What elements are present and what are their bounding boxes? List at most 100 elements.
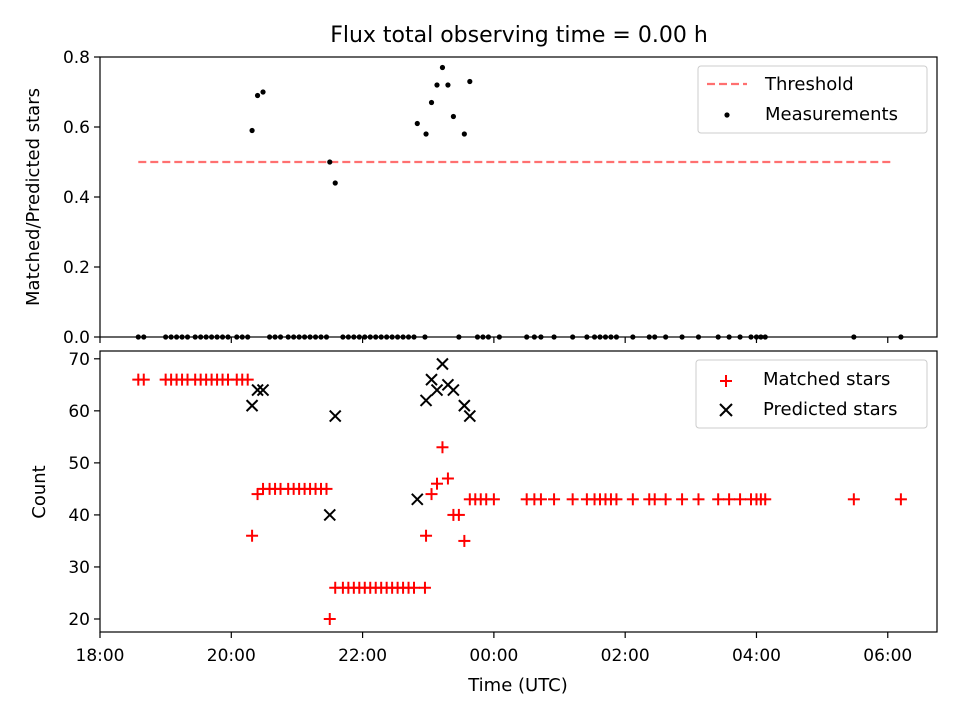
matched-star-point (626, 493, 639, 506)
predicted-star-point (425, 373, 438, 386)
measurement-point (570, 334, 576, 340)
matched-star-point (323, 612, 336, 625)
matched-star-point (430, 477, 443, 490)
measurement-point (485, 334, 492, 340)
measurement-point (630, 334, 636, 340)
matched-star-point (441, 472, 454, 485)
matched-star-point (676, 493, 689, 506)
matched-star-point (734, 493, 747, 506)
legend-predicted-swatch (719, 403, 733, 417)
x-tick-label: 04:00 (732, 646, 781, 666)
measurement-point (168, 334, 174, 340)
x-tick-label: 06:00 (863, 646, 912, 666)
measurement-point (456, 334, 462, 340)
matched-star-point (420, 529, 433, 542)
x-tick-label: 20:00 (207, 646, 256, 666)
measurement-point (422, 334, 428, 340)
y-tick-label: 0.2 (63, 258, 90, 278)
measurement-point (203, 334, 209, 340)
measurement-point (480, 334, 486, 340)
measurement-point (318, 334, 324, 340)
measurement-point (584, 334, 590, 340)
measurement-point (411, 334, 417, 340)
measurement-point (266, 334, 273, 340)
measurement-point (400, 334, 406, 340)
measurement-point (496, 334, 502, 340)
matched-star-point (320, 482, 333, 495)
measurement-point (663, 334, 669, 340)
x-tick-label: 22:00 (338, 646, 387, 666)
matched-star-point (566, 493, 579, 506)
predicted-star-point (463, 409, 477, 423)
measurement-point (646, 334, 652, 340)
measurement-point (291, 334, 297, 340)
measurement-point (362, 334, 368, 340)
measurement-point (234, 334, 240, 340)
bottom-x-axis: 18:00 20:00 22:00 00:00 02:00 04:00 06:00 (76, 632, 912, 666)
measurement-point (715, 334, 721, 340)
measurement-point (332, 180, 338, 186)
measurement-point (307, 334, 313, 340)
measurements-series (135, 64, 904, 340)
measurement-point (340, 334, 346, 340)
measurement-point (450, 113, 456, 120)
measurement-point (351, 334, 357, 340)
predicted-star-point (419, 394, 433, 407)
matched-star-point (659, 493, 672, 506)
matched-star-point (487, 493, 500, 506)
matched-star-point (452, 508, 465, 521)
measurement-point (695, 334, 702, 340)
predicted-star-point (411, 493, 424, 506)
measurement-point (758, 334, 764, 340)
predicted-star-point (251, 383, 264, 397)
predicted-star-point (436, 357, 449, 371)
measurement-point (679, 334, 685, 340)
measurement-point (260, 89, 266, 95)
matched-star-point (418, 581, 431, 594)
legend-predicted-label: Predicted stars (763, 399, 897, 420)
matched-star-point (723, 493, 736, 506)
top-y-axis: 0.0 0.2 0.4 0.6 0.8 (63, 48, 100, 348)
measurement-point (753, 334, 760, 340)
matched-stars-series (132, 373, 907, 625)
measurement-point (467, 78, 473, 85)
predicted-star-point (256, 383, 270, 397)
legend-measurements-label: Measurements (765, 104, 898, 125)
predicted-star-point (329, 409, 342, 423)
predicted-star-point (447, 383, 460, 397)
measurement-point (748, 334, 754, 340)
measurement-point (591, 334, 598, 340)
x-tick-label: 00:00 (469, 646, 518, 666)
measurement-point (198, 334, 204, 340)
measurement-point (312, 334, 319, 340)
y-tick-label: 60 (68, 402, 90, 422)
matched-star-point (246, 529, 259, 542)
measurement-point (249, 127, 255, 134)
measurement-point (135, 334, 141, 340)
measurement-point (597, 334, 603, 340)
chart-title: Flux total observing time = 0.00 h (330, 23, 708, 48)
predicted-star-point (323, 508, 336, 522)
measurement-point (163, 334, 169, 340)
measurement-point (141, 334, 147, 340)
measurement-point (378, 334, 384, 340)
measurement-point (327, 159, 333, 165)
measurement-point (524, 334, 530, 340)
measurement-point (898, 334, 904, 340)
measurement-point (384, 334, 390, 340)
measurement-point (239, 334, 245, 340)
measurement-point (277, 334, 284, 340)
matched-star-point (137, 373, 150, 386)
y-tick-label: 50 (68, 454, 90, 474)
matched-star-point (251, 488, 264, 501)
matched-star-point (548, 493, 561, 506)
measurement-point (474, 334, 481, 340)
x-axis-label: Time (UTC) (467, 675, 568, 696)
measurement-point (173, 334, 180, 340)
matched-star-point (692, 493, 705, 506)
matched-star-point (712, 493, 725, 506)
measurement-point (652, 334, 658, 340)
matched-star-point (759, 493, 772, 506)
bottom-legend: Matched stars Predicted stars (695, 359, 928, 429)
measurement-point (296, 334, 302, 340)
